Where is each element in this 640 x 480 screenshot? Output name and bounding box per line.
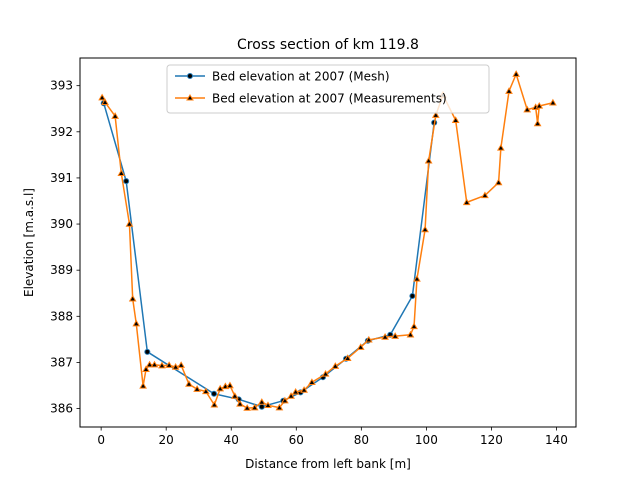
data-point (421, 225, 429, 233)
legend-marker-measurements (186, 94, 194, 101)
y-tick-label: 388 (50, 309, 73, 323)
data-point (216, 384, 225, 392)
data-point (202, 387, 210, 395)
data-point (406, 330, 415, 338)
data-point (287, 392, 295, 399)
x-tick-label: 120 (480, 433, 503, 447)
data-point (413, 274, 421, 282)
data-point (139, 381, 147, 389)
data-point (150, 360, 159, 368)
data-point (533, 119, 542, 127)
data-point (111, 112, 119, 119)
chart-title: Cross section of km 119.8 (237, 37, 419, 53)
data-point (128, 294, 137, 302)
x-tick-label: 80 (354, 433, 369, 447)
data-point (226, 381, 234, 389)
data-point (101, 98, 109, 105)
data-point (523, 105, 532, 113)
data-point (117, 169, 126, 177)
data-point (264, 401, 272, 409)
x-tick-label: 100 (415, 433, 438, 447)
data-point (356, 343, 365, 350)
data-point (211, 390, 217, 397)
data-point (535, 101, 544, 109)
data-point (410, 322, 418, 330)
data-point (281, 396, 289, 404)
data-point (177, 361, 186, 368)
data-point (424, 156, 433, 164)
y-tick-label: 393 (50, 79, 73, 93)
series-layer (98, 70, 557, 411)
y-tick-label: 392 (50, 125, 73, 139)
data-point (462, 198, 471, 206)
data-point (275, 403, 284, 411)
data-point (132, 319, 141, 327)
data-point (300, 386, 308, 393)
data-point (291, 387, 300, 395)
y-tick-label: 390 (50, 217, 73, 231)
x-tick-label: 60 (289, 433, 304, 447)
y-axis-label: Elevation [m.a.s.l] (22, 188, 36, 297)
data-point (549, 98, 557, 106)
legend-label-measurements: Bed elevation at 2007 (Measurements) (212, 92, 447, 106)
data-point (236, 399, 244, 407)
x-tick-label: 20 (159, 433, 174, 447)
data-point (257, 398, 266, 405)
data-point (144, 348, 151, 355)
series-1 (98, 70, 557, 411)
data-point (431, 111, 440, 118)
x-tick-label: 40 (224, 433, 239, 447)
data-point (494, 178, 503, 186)
plot-frame (79, 57, 577, 428)
data-point (171, 363, 180, 370)
x-axis-ticks: 0 20 40 60 80 100 120 140 (97, 427, 568, 447)
x-tick-label: 0 (97, 433, 105, 447)
legend-label-mesh: Bed elevation at 2007 (Mesh) (212, 70, 390, 84)
data-point (158, 361, 166, 369)
data-point (250, 403, 259, 411)
y-tick-label: 387 (50, 355, 73, 369)
y-axis-ticks: 386 387 388 389 390 391 392 393 (50, 79, 80, 416)
x-axis-label: Distance from left bank [m] (245, 457, 411, 471)
y-tick-label: 391 (50, 171, 73, 185)
data-point (145, 360, 154, 368)
data-point (321, 369, 330, 377)
data-point (381, 333, 389, 340)
data-point (243, 404, 252, 411)
data-point (391, 332, 400, 339)
data-point (512, 70, 521, 77)
data-point (185, 380, 193, 387)
data-point (451, 116, 460, 123)
y-tick-label: 389 (50, 263, 73, 277)
data-point (123, 178, 130, 185)
data-point (125, 220, 134, 227)
data-point (364, 335, 373, 343)
data-point (193, 385, 201, 392)
legend: Bed elevation at 2007 (Mesh) Bed elevati… (166, 64, 490, 114)
data-point (409, 293, 416, 300)
legend-marker-mesh (187, 73, 193, 79)
data-point (481, 191, 489, 199)
data-point (308, 378, 316, 385)
data-point (331, 362, 340, 369)
legend-box (166, 64, 490, 114)
data-point (165, 361, 173, 368)
data-point (258, 403, 265, 410)
data-point (505, 87, 513, 94)
data-point (98, 93, 106, 101)
x-tick-label: 140 (545, 433, 568, 447)
data-point (497, 143, 505, 151)
data-point (343, 354, 352, 361)
y-tick-label: 386 (50, 402, 73, 416)
data-point (142, 365, 150, 373)
data-point (210, 400, 219, 408)
data-point (230, 392, 239, 399)
